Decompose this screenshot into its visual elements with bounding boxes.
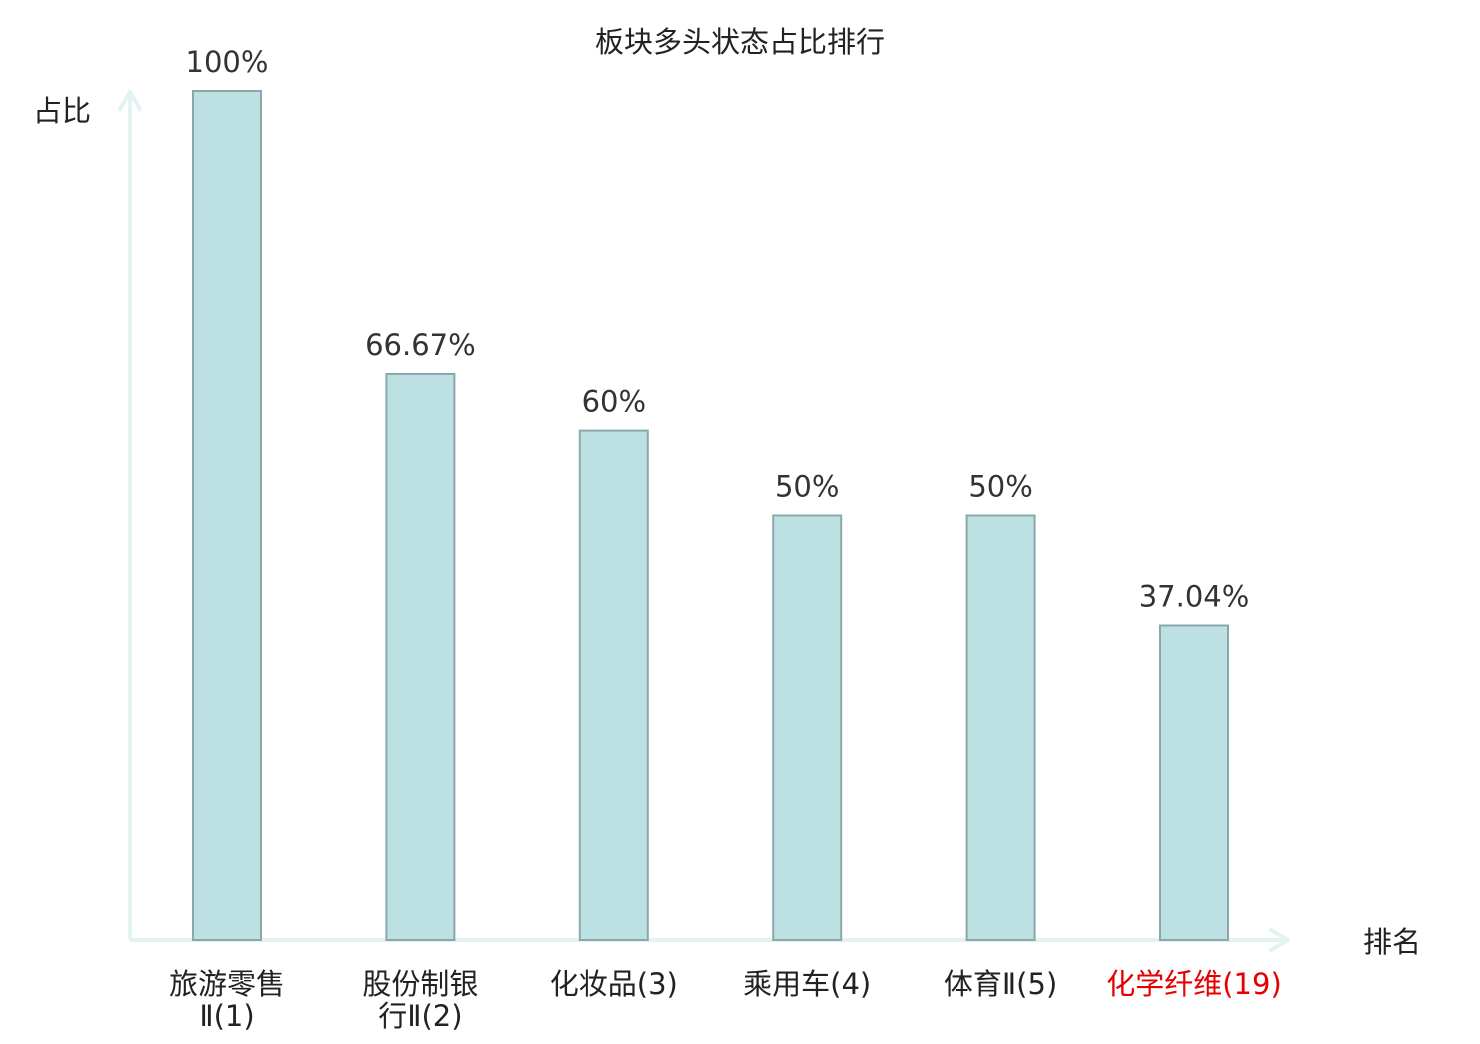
value-labels-group: 100% 66.67% 60% 50% 50% 37.04%	[186, 45, 1250, 614]
data-label-4: 50%	[775, 470, 839, 504]
bar-6	[1159, 624, 1229, 941]
data-label-6: 37.04%	[1139, 580, 1250, 614]
x-axis-label: 排名	[1363, 925, 1421, 959]
bar-4	[772, 514, 843, 941]
bar-1	[192, 90, 262, 941]
y-axis-label: 占比	[33, 94, 91, 128]
category-label-4: 乘用车(4)	[743, 967, 871, 1001]
category-label-1: 旅游零售 Ⅱ(1)	[169, 967, 285, 1033]
category-label-5: 体育Ⅱ(5)	[944, 967, 1057, 1001]
data-label-5: 50%	[968, 470, 1032, 504]
bar-2	[385, 373, 456, 941]
bars-group	[192, 90, 1229, 941]
category-label-2: 股份制银行Ⅱ(2)	[362, 967, 478, 1033]
chart-title: 板块多头状态占比排行	[595, 25, 885, 59]
category-labels-group: 旅游零售 Ⅱ(1) 股份制银行Ⅱ(2) 化妆品(3) 乘用车(4) 体育Ⅱ(5) 化学纤维(…	[169, 967, 1282, 1033]
data-label-1: 100%	[186, 45, 269, 79]
data-label-3: 60%	[582, 385, 646, 419]
bar-3	[578, 429, 649, 941]
bar-5	[965, 514, 1036, 941]
x-axis	[130, 927, 1290, 953]
category-label-6: 化学纤维(19)	[1106, 967, 1282, 1001]
y-axis	[117, 90, 143, 940]
category-label-3: 化妆品(3)	[550, 967, 678, 1001]
data-label-2: 66.67%	[365, 328, 476, 362]
